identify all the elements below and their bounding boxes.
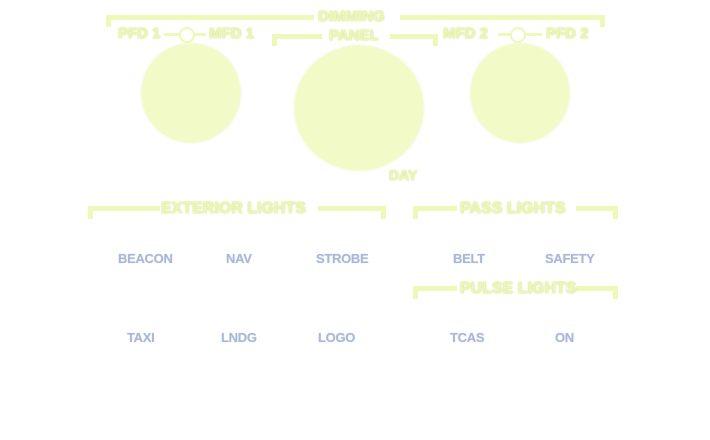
belt-button[interactable]: BELT [453,251,485,266]
on-button[interactable]: ON [555,330,574,345]
mfd1-dimming-knob[interactable] [142,44,240,142]
panel-bracket-right [390,34,438,39]
exterior-bracket-right-drop [381,206,386,219]
pulse-bracket-left [413,286,457,291]
pass-bracket-right [576,206,618,211]
dimming-bracket-right-drop [600,15,605,27]
lndg-button[interactable]: LNDG [221,330,257,345]
pfd1-mfd1-link-icon [179,27,195,43]
exterior-bracket-right [318,206,386,211]
panel-bracket-right-drop [433,34,438,46]
safety-button[interactable]: SAFETY [545,251,595,266]
pfd2-label: PFD 2 [546,25,589,42]
panel-dimming-knob[interactable] [295,46,423,170]
pulse-bracket-right-drop [613,286,618,299]
day-label: DAY [389,167,418,183]
pass-bracket-left [413,206,457,211]
exterior-bracket-left [88,206,160,211]
beacon-button[interactable]: BEACON [118,251,173,266]
pulse-lights-title: PULSE LIGHTS [460,280,577,297]
pass-lights-title: PASS LIGHTS [460,200,566,217]
panel-label: PANEL [329,27,379,44]
mfd1-label: MFD 1 [209,25,254,42]
dimming-bracket-left-drop [106,15,111,27]
panel-bracket-left [272,34,322,39]
pulse-bracket-right [576,286,618,291]
exterior-bracket-left-drop [88,206,93,219]
mfd2-pfd2-link-icon [510,27,526,43]
dimming-bracket-top-left [106,15,314,20]
strobe-button[interactable]: STROBE [316,251,369,266]
mfd2-dimming-knob[interactable] [471,44,569,142]
panel-bracket-left-drop [272,34,277,46]
pfd1-label: PFD 1 [118,25,161,42]
taxi-button[interactable]: TAXI [127,330,155,345]
logo-button[interactable]: LOGO [318,330,356,345]
tcas-button[interactable]: TCAS [450,330,485,345]
pulse-bracket-left-drop [413,286,418,299]
dimming-title: DIMMING [318,8,385,25]
dimming-bracket-top-right [400,15,605,20]
pass-bracket-right-drop [613,206,618,219]
nav-button[interactable]: NAV [226,251,252,266]
mfd2-label: MFD 2 [443,25,488,42]
pass-bracket-left-drop [413,206,418,219]
exterior-lights-title: EXTERIOR LIGHTS [161,200,306,217]
